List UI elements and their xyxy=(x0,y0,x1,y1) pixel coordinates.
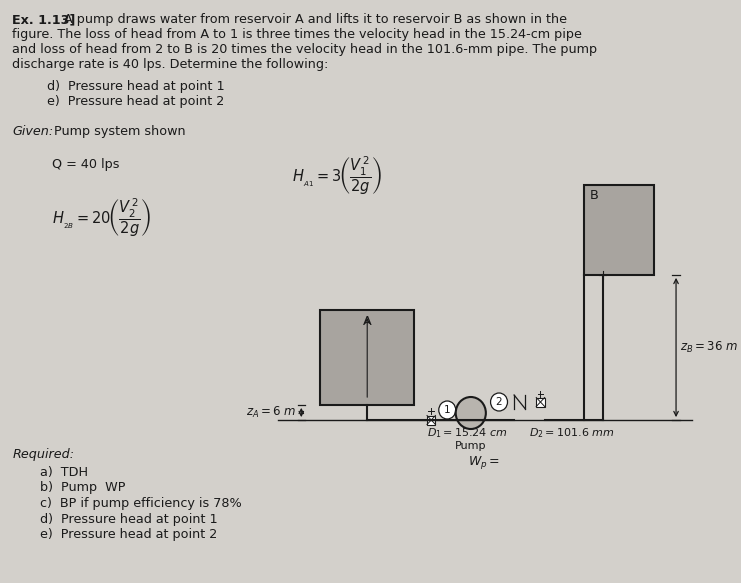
Circle shape xyxy=(491,393,508,411)
Text: c)  BP if pump efficiency is 78%: c) BP if pump efficiency is 78% xyxy=(39,497,242,510)
Text: Given:: Given: xyxy=(13,125,53,138)
Text: A: A xyxy=(363,315,371,328)
Text: discharge rate is 40 lps. Determine the following:: discharge rate is 40 lps. Determine the … xyxy=(13,58,328,71)
Text: e)  Pressure head at point 2: e) Pressure head at point 2 xyxy=(39,528,217,541)
Text: $z_A=6\ m$: $z_A=6\ m$ xyxy=(246,405,296,420)
Bar xyxy=(536,398,545,406)
Text: 1: 1 xyxy=(444,405,451,415)
Circle shape xyxy=(439,401,456,419)
Text: $H_{_{2B}}=20\!\left(\dfrac{V_2^{\,2}}{2g}\right)$: $H_{_{2B}}=20\!\left(\dfrac{V_2^{\,2}}{2… xyxy=(52,196,151,239)
Text: B: B xyxy=(589,189,598,202)
Text: b)  Pump  WP: b) Pump WP xyxy=(39,482,125,494)
Bar xyxy=(427,416,436,424)
Text: $D_1=15.24\ cm$: $D_1=15.24\ cm$ xyxy=(427,426,507,440)
Text: d)  Pressure head at point 1: d) Pressure head at point 1 xyxy=(47,80,225,93)
Text: $z_B=36\ m$: $z_B=36\ m$ xyxy=(679,340,738,355)
Text: $D_2=101.6\ mm$: $D_2=101.6\ mm$ xyxy=(529,426,615,440)
Text: a)  TDH: a) TDH xyxy=(39,466,87,479)
Text: Q = 40 lps: Q = 40 lps xyxy=(52,158,119,171)
Bar xyxy=(320,310,414,405)
Bar xyxy=(584,185,654,275)
Text: $W_p=$: $W_p=$ xyxy=(468,454,500,471)
Text: Pump system shown: Pump system shown xyxy=(50,125,185,138)
Text: $H_{_{A1}}=3\!\left(\dfrac{V_1^{\,2}}{2g}\right)$: $H_{_{A1}}=3\!\left(\dfrac{V_1^{\,2}}{2g… xyxy=(292,154,382,196)
Text: Ex. 1.13]: Ex. 1.13] xyxy=(13,13,76,26)
Text: e)  Pressure head at point 2: e) Pressure head at point 2 xyxy=(47,95,225,108)
Text: and loss of head from 2 to B is 20 times the velocity head in the 101.6-mm pipe.: and loss of head from 2 to B is 20 times… xyxy=(13,43,597,56)
Text: Pump: Pump xyxy=(455,441,487,451)
Text: d)  Pressure head at point 1: d) Pressure head at point 1 xyxy=(39,512,217,525)
Text: Required:: Required: xyxy=(13,448,74,461)
Text: figure. The loss of head from A to 1 is three times the velocity head in the 15.: figure. The loss of head from A to 1 is … xyxy=(13,28,582,41)
Text: 2: 2 xyxy=(496,397,502,407)
Text: A pump draws water from reservoir A and lifts it to reservoir B as shown in the: A pump draws water from reservoir A and … xyxy=(64,13,567,26)
Circle shape xyxy=(456,397,486,429)
